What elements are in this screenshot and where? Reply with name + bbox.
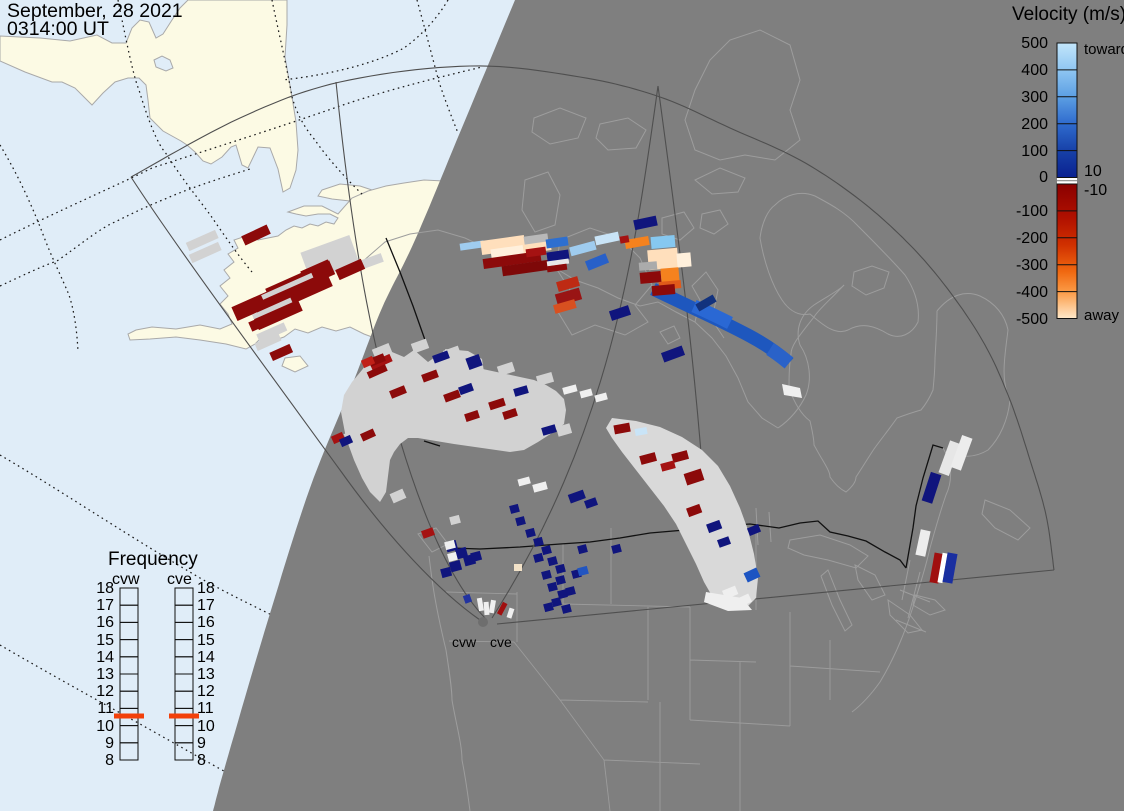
svg-text:16: 16 xyxy=(96,614,114,631)
svg-text:cvw: cvw xyxy=(452,634,477,650)
svg-text:-200: -200 xyxy=(1016,230,1048,247)
svg-text:17: 17 xyxy=(197,597,215,614)
svg-text:100: 100 xyxy=(1021,143,1048,160)
svg-text:14: 14 xyxy=(197,649,215,666)
svg-text:11: 11 xyxy=(197,700,214,717)
svg-text:8: 8 xyxy=(105,752,114,769)
svg-text:17: 17 xyxy=(96,597,114,614)
svg-text:12: 12 xyxy=(96,683,114,700)
svg-text:9: 9 xyxy=(197,735,206,752)
svg-text:cve: cve xyxy=(167,571,192,588)
svg-text:-10: -10 xyxy=(1084,182,1107,199)
svg-text:-500: -500 xyxy=(1016,311,1048,328)
svg-text:13: 13 xyxy=(96,666,114,683)
svg-text:0: 0 xyxy=(1039,169,1048,186)
svg-text:18: 18 xyxy=(96,580,114,597)
svg-text:8: 8 xyxy=(197,752,206,769)
svg-text:Frequency: Frequency xyxy=(108,549,198,570)
svg-text:-300: -300 xyxy=(1016,257,1048,274)
svg-text:15: 15 xyxy=(197,632,215,649)
svg-text:18: 18 xyxy=(197,580,215,597)
svg-text:-100: -100 xyxy=(1016,203,1048,220)
svg-text:11: 11 xyxy=(97,700,114,717)
svg-text:15: 15 xyxy=(96,632,114,649)
svg-text:12: 12 xyxy=(197,683,215,700)
svg-text:10: 10 xyxy=(197,718,215,735)
svg-text:cve: cve xyxy=(490,634,512,650)
svg-text:cvw: cvw xyxy=(112,571,140,588)
svg-text:10: 10 xyxy=(96,718,114,735)
svg-text:Velocity (m/s): Velocity (m/s) xyxy=(1012,4,1124,25)
svg-text:300: 300 xyxy=(1021,89,1048,106)
svg-text:-400: -400 xyxy=(1016,284,1048,301)
svg-text:200: 200 xyxy=(1021,116,1048,133)
svg-text:500: 500 xyxy=(1021,35,1048,52)
svg-text:14: 14 xyxy=(96,649,114,666)
svg-text:400: 400 xyxy=(1021,62,1048,79)
svg-text:9: 9 xyxy=(105,735,114,752)
svg-text:September, 28 2021: September, 28 2021 xyxy=(7,0,183,22)
svg-text:away: away xyxy=(1084,307,1120,324)
svg-text:16: 16 xyxy=(197,614,215,631)
svg-text:13: 13 xyxy=(197,666,215,683)
svg-text:0314:00 UT: 0314:00 UT xyxy=(7,18,109,40)
svg-text:10: 10 xyxy=(1084,163,1102,180)
svg-text:toward: toward xyxy=(1084,41,1124,58)
